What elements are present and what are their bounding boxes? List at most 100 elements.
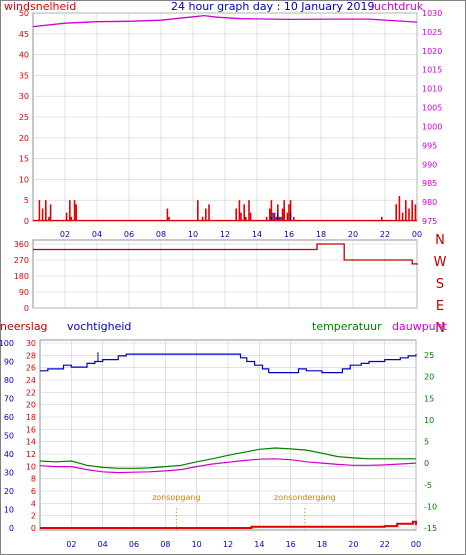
x-axis-tick-label: 04 bbox=[98, 540, 108, 549]
precipitation-tick-label: 18 bbox=[26, 413, 36, 422]
x-axis-tick-label: 16 bbox=[286, 540, 296, 549]
right-axis-tick-label: 980 bbox=[422, 198, 437, 207]
annotation-label: zonsondergang bbox=[274, 493, 336, 502]
precipitation-label: neerslag bbox=[0, 320, 48, 333]
right-axis-tick-label: 1000 bbox=[422, 122, 442, 131]
wind-speed-label: windsnelheid bbox=[4, 0, 76, 13]
temperature-tick-label: 5 bbox=[424, 438, 429, 447]
precipitation-tick-label: 20 bbox=[26, 401, 36, 410]
precipitation-tick-label: 12 bbox=[26, 450, 36, 459]
x-axis-tick-label: 22 bbox=[380, 230, 390, 239]
precipitation-line bbox=[40, 520, 417, 529]
precipitation-tick-label: 0 bbox=[31, 524, 36, 533]
temperature-line bbox=[39, 447, 416, 469]
compass-letter: N bbox=[435, 321, 445, 336]
dewpoint-label: dauwpunt bbox=[392, 320, 448, 333]
right-axis-tick-label: 1015 bbox=[422, 66, 442, 75]
x-axis-tick-label: 12 bbox=[220, 230, 230, 239]
humidity-tick-label: 70 bbox=[4, 395, 14, 404]
compass-letter: W bbox=[434, 255, 447, 270]
compass-letter: S bbox=[436, 277, 444, 292]
humidity-tick-label: 20 bbox=[4, 487, 14, 496]
humidity-tick-label: 90 bbox=[4, 358, 14, 367]
precipitation-tick-label: 24 bbox=[26, 376, 36, 385]
panel-wind-pressure-series bbox=[32, 14, 418, 222]
humidity-tick-label: 0 bbox=[9, 524, 14, 533]
precipitation-tick-label: 8 bbox=[31, 475, 36, 484]
pressure-label: luchtdruk bbox=[371, 0, 424, 13]
precipitation-tick-label: 4 bbox=[31, 499, 36, 508]
x-axis-tick-label: 14 bbox=[252, 230, 262, 239]
x-axis-tick-label: 20 bbox=[348, 230, 358, 239]
compass-letter: E bbox=[436, 299, 444, 314]
x-axis-tick-label: 10 bbox=[192, 540, 202, 549]
right-axis-tick-label: 1030 bbox=[422, 9, 442, 18]
right-axis-tick-label: 975 bbox=[422, 217, 437, 226]
x-axis-tick-label: 08 bbox=[160, 540, 170, 549]
x-axis-tick-label: 10 bbox=[188, 230, 198, 239]
x-axis-tick-label: 04 bbox=[92, 230, 102, 239]
left-axis-tick-label: 5 bbox=[24, 196, 29, 205]
x-axis-tick-label: 00 bbox=[412, 230, 422, 239]
humidity-tick-label: 100 bbox=[0, 339, 14, 348]
panel-humidity-temperature-grid bbox=[40, 340, 417, 530]
left-axis-tick-label: 45 bbox=[19, 30, 29, 39]
x-axis-tick-label: 18 bbox=[317, 540, 327, 549]
x-axis-tick-label: 00 bbox=[411, 540, 421, 549]
dewpoint-line bbox=[39, 458, 417, 474]
left-axis-tick-label: 20 bbox=[19, 134, 29, 143]
left-axis-tick-label: 0 bbox=[24, 217, 29, 226]
left-axis-tick-label: 25 bbox=[19, 113, 29, 122]
x-axis-tick-label: 20 bbox=[348, 540, 358, 549]
direction-tick-label: 0 bbox=[24, 304, 29, 313]
humidity-label: vochtigheid bbox=[67, 320, 131, 333]
panel-wind-direction-grid bbox=[33, 240, 418, 309]
left-axis-tick-label: 10 bbox=[19, 175, 29, 184]
left-axis-tick-label: 50 bbox=[19, 9, 29, 18]
humidity-line bbox=[40, 353, 417, 374]
wind-direction-line bbox=[33, 243, 418, 265]
temperature-tick-label: 0 bbox=[424, 459, 429, 468]
x-axis-tick-label: 06 bbox=[124, 230, 134, 239]
temperature-tick-label: -5 bbox=[424, 481, 432, 490]
panel-humidity-temperature-series: zonsopgang zonsondergang bbox=[39, 352, 417, 530]
x-axis-tick-label: 16 bbox=[284, 230, 294, 239]
temperature-tick-label: -15 bbox=[424, 524, 437, 533]
precipitation-tick-label: 6 bbox=[31, 487, 36, 496]
right-axis-tick-label: 1025 bbox=[422, 28, 442, 37]
humidity-tick-label: 30 bbox=[4, 469, 14, 478]
precipitation-tick-label: 22 bbox=[26, 388, 36, 397]
left-axis-tick-label: 35 bbox=[19, 71, 29, 80]
temperature-tick-label: 15 bbox=[424, 394, 434, 403]
precipitation-tick-label: 28 bbox=[26, 351, 36, 360]
temperature-label: temperatuur bbox=[312, 320, 382, 333]
direction-tick-label: 360 bbox=[14, 240, 29, 249]
annotation-label: zonsopgang bbox=[152, 493, 200, 502]
temperature-tick-label: 25 bbox=[424, 351, 434, 360]
panel-humidity-temperature-axes: 0102030405060708090100024681012141618202… bbox=[0, 339, 437, 549]
x-axis-tick-label: 18 bbox=[316, 230, 326, 239]
direction-tick-label: 90 bbox=[19, 288, 29, 297]
panel-wind-direction-series bbox=[33, 243, 418, 265]
humidity-tick-label: 10 bbox=[4, 506, 14, 515]
left-axis-tick-label: 30 bbox=[19, 92, 29, 101]
panel-wind-pressure-grid bbox=[33, 12, 418, 222]
right-axis-tick-label: 990 bbox=[422, 160, 437, 169]
left-axis-tick-label: 40 bbox=[19, 51, 29, 60]
precipitation-tick-label: 10 bbox=[26, 462, 36, 471]
pressure-line bbox=[32, 14, 418, 28]
right-axis-tick-label: 995 bbox=[422, 141, 437, 150]
temperature-tick-label: 10 bbox=[424, 416, 434, 425]
x-axis-tick-label: 06 bbox=[129, 540, 139, 549]
left-axis-tick-label: 15 bbox=[19, 155, 29, 164]
x-axis-tick-label: 14 bbox=[254, 540, 264, 549]
x-axis-tick-label: 02 bbox=[66, 540, 76, 549]
right-axis-tick-label: 985 bbox=[422, 179, 437, 188]
x-axis-tick-label: 08 bbox=[156, 230, 166, 239]
humidity-tick-label: 80 bbox=[4, 376, 14, 385]
right-axis-tick-label: 1010 bbox=[422, 85, 442, 94]
x-axis-tick-label: 22 bbox=[380, 540, 390, 549]
